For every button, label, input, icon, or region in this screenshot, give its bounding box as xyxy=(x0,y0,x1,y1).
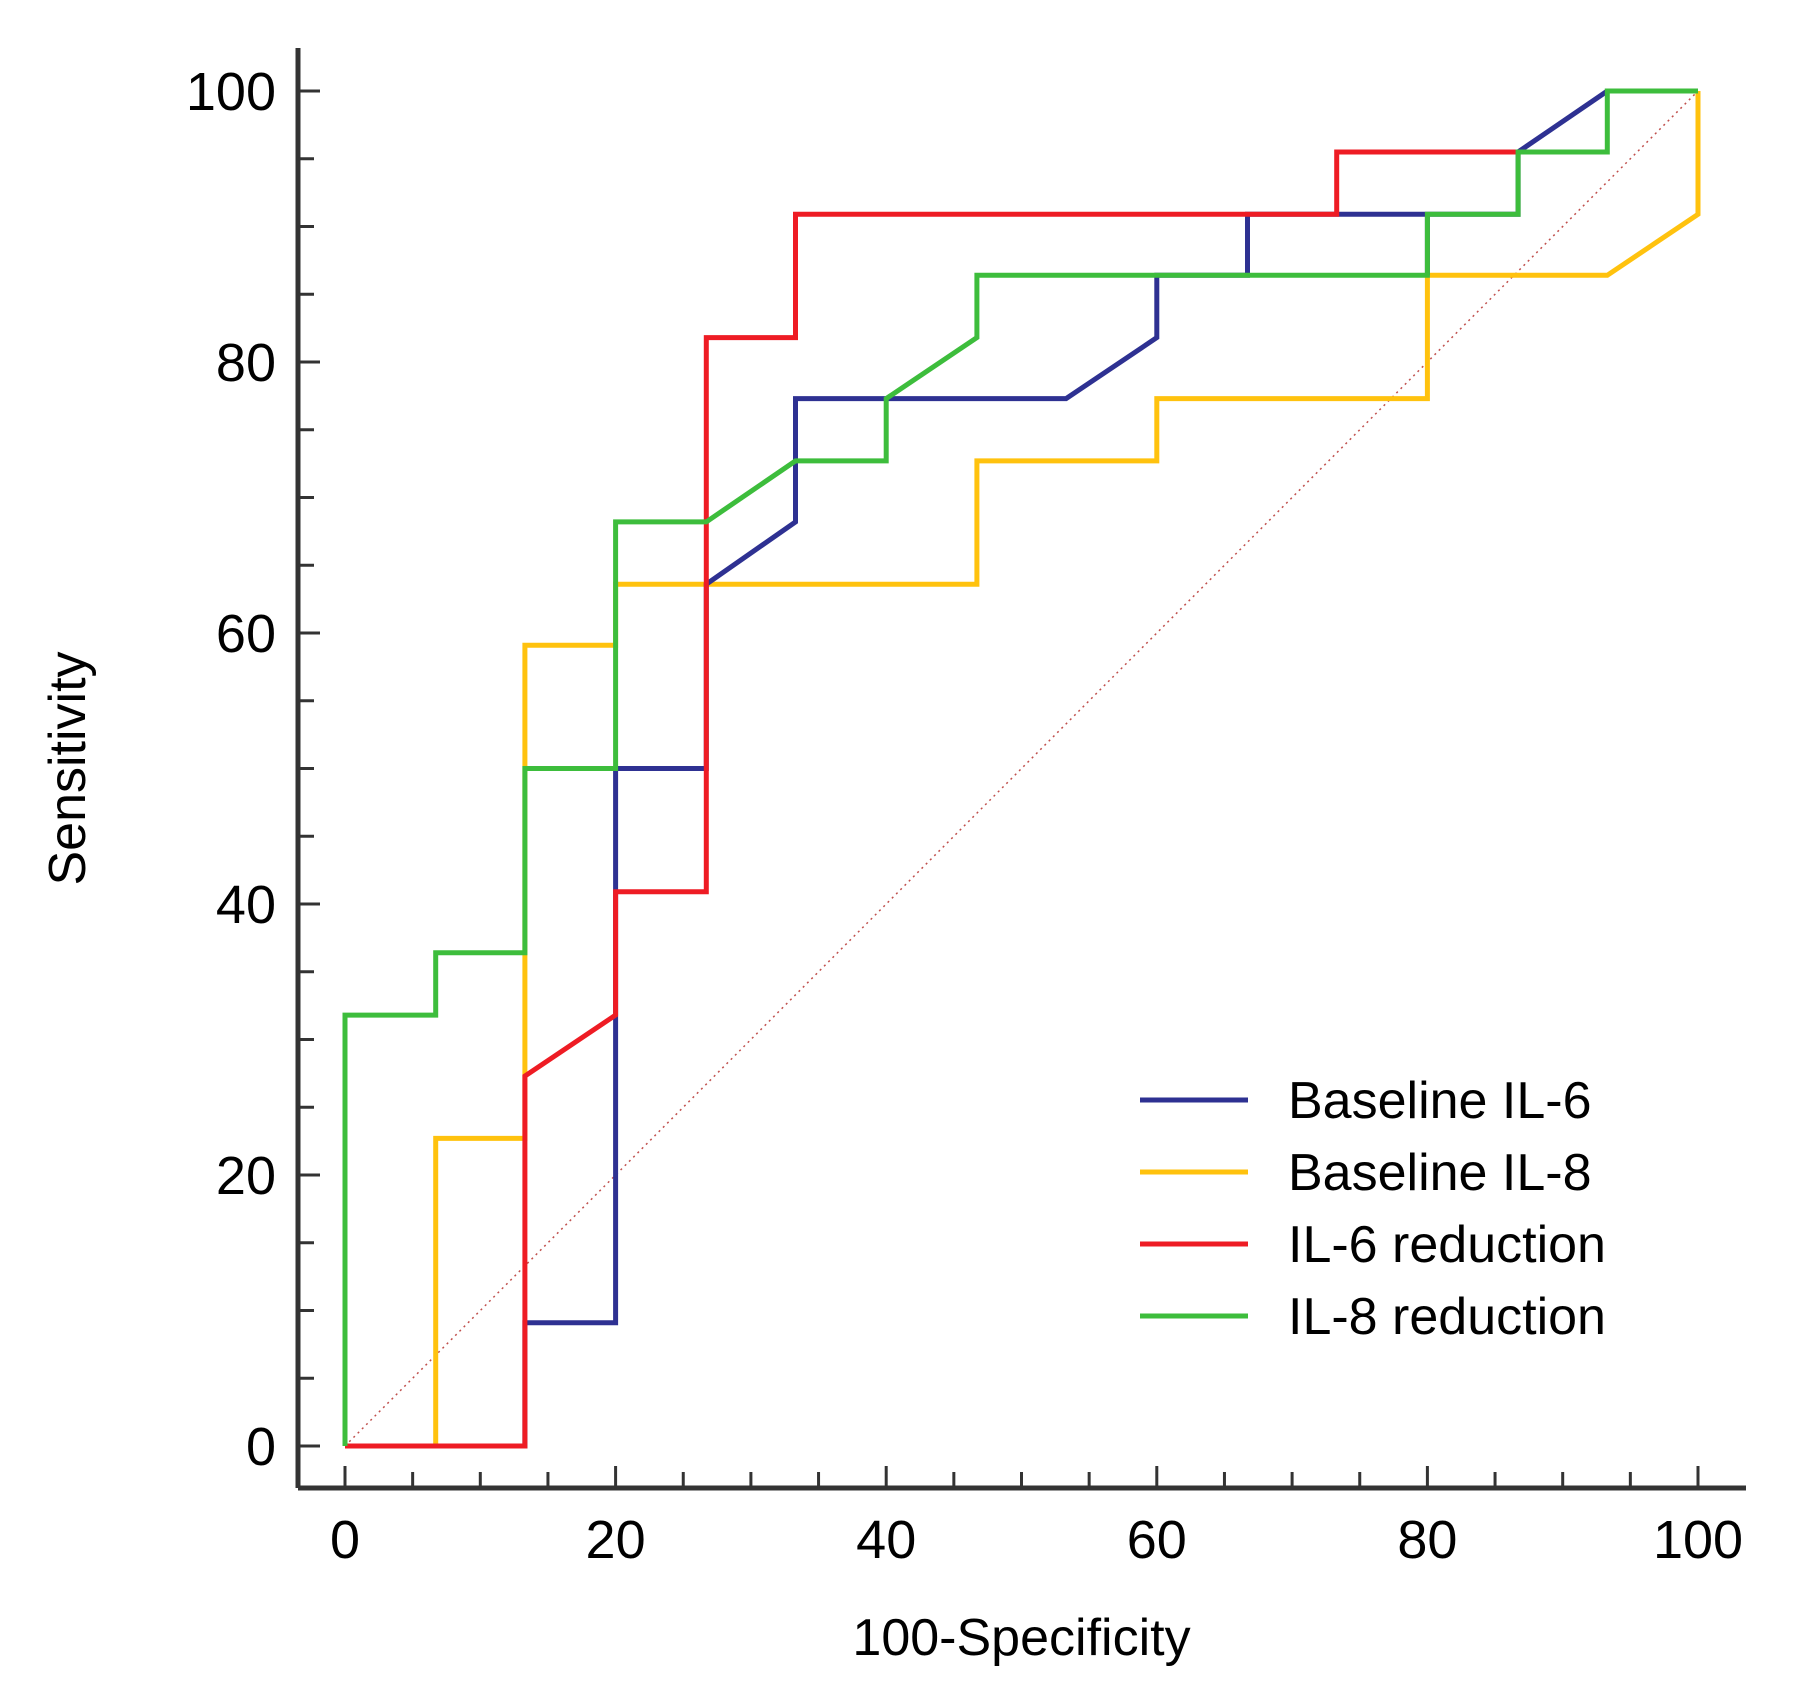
legend-label: IL-8 reduction xyxy=(1288,1288,1606,1346)
legend-label: Baseline IL-6 xyxy=(1288,1072,1592,1130)
series-line-il-8-reduction xyxy=(342,88,1698,1446)
y-tick-label: 60 xyxy=(216,604,276,664)
y-tick-label: 20 xyxy=(216,1146,276,1206)
series-line-baseline-il-8 xyxy=(345,91,1701,1449)
y-tick-label: 100 xyxy=(186,62,276,122)
x-tick-label: 20 xyxy=(586,1510,646,1570)
x-tick-label: 60 xyxy=(1127,1510,1187,1570)
legend: Baseline IL-6 Baseline IL-8 IL-6 reduction… xyxy=(1140,1072,1606,1346)
series-line-il-6-reduction xyxy=(345,149,1519,1449)
series-layer xyxy=(342,88,1701,1449)
y-axis-title: Sensitivity xyxy=(39,651,97,885)
x-axis-title: 100-Specificity xyxy=(852,1609,1190,1667)
x-tick-label: 80 xyxy=(1397,1510,1457,1570)
reference-diagonal xyxy=(344,90,1699,1447)
legend-label: Baseline IL-8 xyxy=(1288,1144,1592,1202)
y-tick-label: 40 xyxy=(216,875,276,935)
x-tick-label: 0 xyxy=(330,1510,360,1570)
x-tick-label: 100 xyxy=(1653,1510,1743,1570)
y-tick-label: 80 xyxy=(216,333,276,393)
reference-layer xyxy=(344,90,1699,1447)
y-tick-label: 0 xyxy=(246,1417,276,1477)
legend-label: IL-6 reduction xyxy=(1288,1216,1606,1274)
x-tick-label: 40 xyxy=(856,1510,916,1570)
axes-layer: 0 20 40 60 80 100 0 20 40 60 80 100 xyxy=(186,48,1746,1570)
